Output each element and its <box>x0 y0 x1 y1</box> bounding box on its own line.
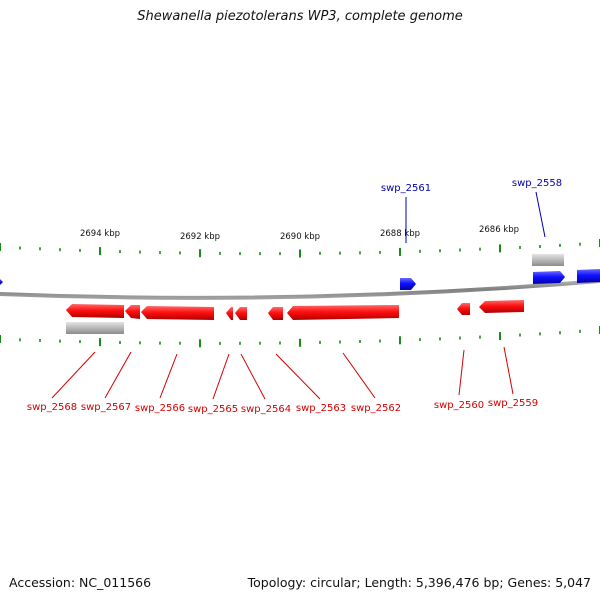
gene-label-swp_2567[interactable]: swp_2567 <box>81 402 131 413</box>
gene-label-swp_2565[interactable]: swp_2565 <box>188 404 238 415</box>
gene-arrow-swp_2564[interactable] <box>235 307 247 320</box>
gene-arrow-swp_2565[interactable] <box>226 307 233 320</box>
map-title: Shewanella piezotolerans WP3, complete g… <box>137 9 463 24</box>
inner-scale-ticks <box>0 326 600 348</box>
scale-labels: 2694 kbp 2692 kbp 2690 kbp 2688 kbp 2686… <box>80 225 519 242</box>
reverse-strand-genes <box>66 300 524 320</box>
gene-arrow-swp_2568[interactable] <box>66 304 124 318</box>
grey-features <box>66 254 564 334</box>
gene-label-swp_2568[interactable]: swp_2568 <box>27 402 77 413</box>
gene-label-swp_2566[interactable]: swp_2566 <box>135 403 185 414</box>
gene-arrow-swp_2566[interactable] <box>141 306 214 320</box>
gene-arrow-swp_2562[interactable] <box>287 305 399 320</box>
grey-feature-right[interactable] <box>532 254 564 266</box>
scale-label-2686: 2686 kbp <box>479 225 519 235</box>
gene-label-swp_2561[interactable]: swp_2561 <box>381 183 431 194</box>
scale-label-2688: 2688 kbp <box>380 229 420 239</box>
gene-arrow-edge-left[interactable] <box>0 279 3 285</box>
outer-scale-ticks <box>0 239 600 258</box>
gene-label-swp_2564[interactable]: swp_2564 <box>241 404 291 415</box>
leader-swp_2566 <box>159 353 178 399</box>
leader-swp_2565 <box>212 353 230 400</box>
gene-arrow-swp_2567[interactable] <box>125 305 140 319</box>
scale-label-2692: 2692 kbp <box>180 232 220 242</box>
gene-arrow-swp_2558[interactable] <box>533 271 565 284</box>
leader-swp_2559 <box>503 346 514 395</box>
gene-label-swp_2559[interactable]: swp_2559 <box>488 398 538 409</box>
leader-swp_2558 <box>535 191 546 238</box>
gene-label-swp_2562[interactable]: swp_2562 <box>351 403 401 414</box>
forward-strand-genes <box>0 269 600 290</box>
leader-swp_2560 <box>458 349 465 396</box>
gene-arrow-swp_2563[interactable] <box>268 307 283 320</box>
leader-swp_2563 <box>275 353 321 400</box>
leader-swp_2567 <box>104 351 132 399</box>
forward-gene-labels: swp_2561 swp_2558 <box>381 178 562 194</box>
genome-backbone <box>0 279 600 300</box>
gene-label-swp_2560[interactable]: swp_2560 <box>434 400 484 411</box>
gene-label-swp_2563[interactable]: swp_2563 <box>296 403 346 414</box>
grey-feature-left[interactable] <box>66 322 124 334</box>
leader-swp_2564 <box>240 353 266 400</box>
gene-arrow-swp_2561[interactable] <box>400 278 416 290</box>
scale-label-2690: 2690 kbp <box>280 232 320 242</box>
gene-arrow-swp_2559[interactable] <box>479 300 524 313</box>
scale-label-2694: 2694 kbp <box>80 229 120 239</box>
leader-swp_2562 <box>342 352 376 399</box>
gene-arrow-swp_2560[interactable] <box>457 303 470 315</box>
leader-swp_2568 <box>51 351 96 399</box>
reverse-label-leaders <box>51 346 514 400</box>
reverse-gene-labels: swp_2568 swp_2567 swp_2566 swp_2565 swp_… <box>27 398 538 415</box>
gene-arrow-edge-right[interactable] <box>577 269 600 283</box>
gene-label-swp_2558[interactable]: swp_2558 <box>512 178 562 189</box>
genome-summary-text: Topology: circular; Length: 5,396,476 bp… <box>247 575 591 590</box>
forward-label-leaders <box>405 191 546 243</box>
accession-text: Accession: NC_011566 <box>9 575 152 590</box>
